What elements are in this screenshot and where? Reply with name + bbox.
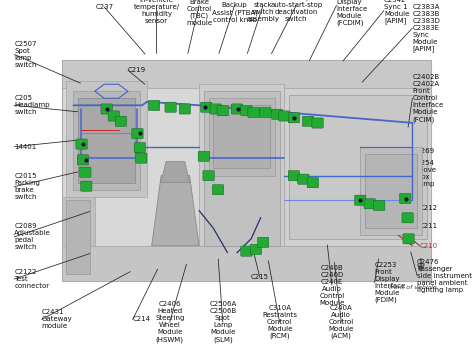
Polygon shape [209,98,275,176]
FancyBboxPatch shape [364,199,375,209]
FancyBboxPatch shape [288,171,300,181]
Polygon shape [78,98,135,183]
FancyBboxPatch shape [257,237,269,247]
Text: C2015
Parking
brake
switch: C2015 Parking brake switch [14,173,40,200]
FancyBboxPatch shape [248,107,259,118]
FancyBboxPatch shape [165,102,176,112]
Text: C2506A
C2506B
Spot
Lamp
Module
(SLM): C2506A C2506B Spot Lamp Module (SLM) [209,302,237,343]
FancyBboxPatch shape [201,102,212,112]
Text: C237: C237 [95,4,113,10]
Polygon shape [62,246,431,281]
Text: front of vehicle: front of vehicle [389,285,436,290]
Polygon shape [62,60,431,88]
FancyBboxPatch shape [203,171,214,181]
FancyBboxPatch shape [77,155,89,165]
Text: 14401: 14401 [14,144,36,150]
FancyBboxPatch shape [108,111,119,121]
FancyBboxPatch shape [210,104,221,114]
FancyBboxPatch shape [402,213,413,223]
Polygon shape [62,60,431,281]
Polygon shape [289,95,427,239]
FancyBboxPatch shape [307,178,319,188]
FancyBboxPatch shape [179,104,191,114]
Text: C2342
Sync 1
Module
[APIM]: C2342 Sync 1 Module [APIM] [384,0,410,25]
FancyBboxPatch shape [302,116,314,126]
FancyBboxPatch shape [279,111,290,121]
Polygon shape [62,197,95,281]
Polygon shape [66,81,147,197]
FancyBboxPatch shape [101,104,112,114]
FancyBboxPatch shape [80,167,91,177]
Text: C240A
Audio
Control
Module
(ACM): C240A Audio Control Module (ACM) [328,305,354,339]
Text: C211: C211 [419,223,438,230]
FancyBboxPatch shape [148,100,160,111]
Text: C210: C210 [419,243,438,249]
Polygon shape [284,88,431,246]
Text: C214: C214 [133,316,151,323]
Text: C215: C215 [251,274,269,280]
Text: C2247
In-vehicle
temperature/
humidity
sensor: C2247 In-vehicle temperature/ humidity s… [133,0,180,24]
Text: C2599
Pro Trailer
Backup
Assist (PTBA)
control knob: C2599 Pro Trailer Backup Assist (PTBA) c… [211,0,258,22]
FancyBboxPatch shape [132,128,143,139]
FancyBboxPatch shape [288,113,300,123]
Text: C2431
Gateway
module: C2431 Gateway module [42,310,73,329]
Polygon shape [73,91,140,190]
Text: C2089
Adjustable
pedal
switch: C2089 Adjustable pedal switch [14,224,51,250]
Text: C2122
Test
connector: C2122 Test connector [14,269,49,289]
Text: C2476
Passenger
side instrument
panel ambient
lighting lamp: C2476 Passenger side instrument panel am… [417,259,472,292]
Text: C219: C219 [128,67,146,73]
FancyBboxPatch shape [260,107,271,118]
Text: C2402B
C2402A
Front
Control
Interface
Module
(FCIM): C2402B C2402A Front Control Interface Mo… [412,74,444,122]
Text: C2253
Front
Display
Interface
Module
(FDIM): C2253 Front Display Interface Module (FD… [374,262,406,303]
FancyBboxPatch shape [272,109,283,119]
FancyBboxPatch shape [355,195,366,205]
Polygon shape [199,84,284,253]
Text: C2114
Center
stack
switch
assembly: C2114 Center stack switch assembly [246,0,280,22]
FancyBboxPatch shape [136,153,147,163]
Text: C310A
Restraints
Control
Module
(RCM): C310A Restraints Control Module (RCM) [262,305,297,339]
FancyBboxPatch shape [312,118,323,128]
Text: C2406
Heated
Steering
Wheel
Module
(HSWM): C2406 Heated Steering Wheel Module (HSWM… [155,302,184,343]
FancyBboxPatch shape [241,246,252,256]
Polygon shape [152,176,199,246]
FancyBboxPatch shape [298,174,309,184]
Polygon shape [360,147,422,235]
FancyBboxPatch shape [403,234,414,244]
FancyBboxPatch shape [217,106,228,116]
Text: C212: C212 [419,205,438,211]
Text: C254
Glove
box
lamp: C254 Glove box lamp [417,160,437,187]
Polygon shape [204,91,280,246]
FancyBboxPatch shape [231,104,243,114]
FancyBboxPatch shape [115,116,127,126]
Text: C205
Headlamp
switch: C205 Headlamp switch [14,95,50,115]
Text: C2507
Spot
lamp
switch: C2507 Spot lamp switch [14,41,36,68]
Text: C2480
Hazard/
auto-start-stop
deactivation
switch: C2480 Hazard/ auto-start-stop deactivati… [270,0,322,22]
FancyBboxPatch shape [76,139,87,149]
Text: C240B
C240D
C240E
Audio
Control
Module: C240B C240D C240E Audio Control Module [319,265,345,305]
FancyBboxPatch shape [134,143,146,153]
FancyBboxPatch shape [250,244,262,254]
FancyBboxPatch shape [198,151,210,161]
FancyBboxPatch shape [212,185,224,195]
FancyBboxPatch shape [81,181,92,191]
Polygon shape [365,154,417,228]
Polygon shape [213,105,270,168]
Text: C2383A
C2383B
C2383D
C2383E
Sync
Module
[APIM]: C2383A C2383B C2383D C2383E Sync Module … [412,4,440,52]
FancyBboxPatch shape [241,106,252,116]
Polygon shape [66,200,90,274]
Text: C2123
Front Control/
Display
Interface
Module
(FCDIM): C2123 Front Control/ Display Interface M… [337,0,384,26]
FancyBboxPatch shape [400,193,411,204]
Polygon shape [161,161,190,183]
FancyBboxPatch shape [374,200,385,211]
Text: C2142
Trailer
Brake
Control
(TBC)
module: C2142 Trailer Brake Control (TBC) module [186,0,212,26]
Text: C269: C269 [417,148,435,154]
